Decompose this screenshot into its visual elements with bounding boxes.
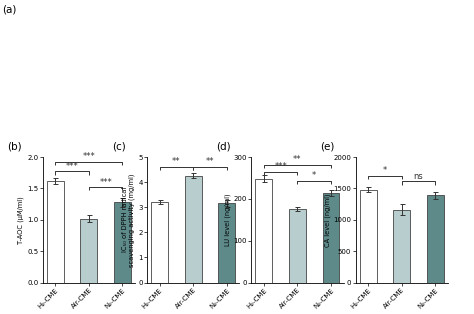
Text: ***: *** (66, 162, 78, 171)
Text: *: * (383, 166, 387, 175)
Text: (a): (a) (2, 4, 17, 14)
Text: ***: *** (100, 177, 112, 187)
Text: (b): (b) (8, 142, 22, 152)
Text: (c): (c) (112, 142, 126, 152)
Y-axis label: T-AOC (μM/ml): T-AOC (μM/ml) (18, 196, 25, 244)
Bar (81, 219, 97, 283)
Y-axis label: CA level (ng/ml): CA level (ng/ml) (324, 193, 330, 246)
Bar (185, 176, 201, 283)
Bar (393, 210, 410, 283)
Text: (d): (d) (216, 142, 231, 152)
Text: ***: *** (274, 162, 287, 171)
Text: **: ** (293, 155, 301, 164)
Bar (255, 179, 272, 283)
Y-axis label: IC₅₀ of DPPH radical
scavenging activity (mg/ml): IC₅₀ of DPPH radical scavenging activity… (122, 173, 136, 267)
Text: **: ** (172, 157, 181, 166)
Bar (219, 203, 235, 283)
Bar (360, 190, 376, 283)
Text: **: ** (206, 157, 214, 166)
Text: ns: ns (414, 172, 423, 181)
Bar (151, 202, 168, 283)
Bar (427, 195, 444, 283)
Bar (47, 181, 64, 283)
Bar (323, 193, 339, 283)
Bar (114, 202, 131, 283)
Text: (e): (e) (320, 142, 335, 152)
Bar (289, 209, 306, 283)
Y-axis label: LU level (ng/ml): LU level (ng/ml) (224, 193, 231, 246)
Text: *: * (312, 171, 316, 180)
Text: ***: *** (82, 152, 95, 161)
